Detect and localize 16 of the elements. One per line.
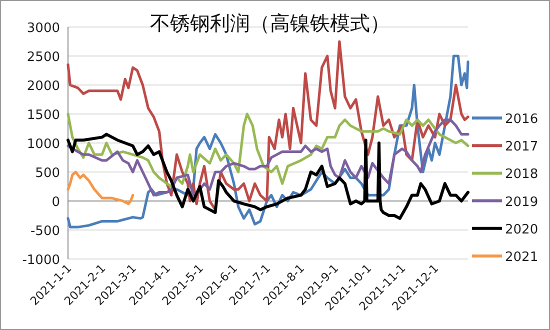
y-tick-label: 0: [52, 195, 60, 210]
y-tick-label: 1000: [26, 137, 60, 152]
y-tick-label: -500: [30, 224, 60, 239]
legend-label: 2018: [505, 167, 538, 182]
legend-label: 2020: [505, 222, 538, 238]
y-tick-label: 3000: [26, 21, 60, 36]
legend-label: 2017: [505, 140, 538, 155]
chart-title: 不锈钢利润（高镍铁模式）: [150, 11, 390, 35]
y-tick-label: -1000: [22, 253, 60, 268]
y-tick-label: 2000: [26, 79, 60, 94]
y-tick-label: 500: [35, 166, 60, 181]
legend-label: 2021: [505, 250, 538, 265]
legend-label: 2019: [505, 194, 538, 210]
y-tick-label: 2500: [26, 50, 60, 65]
y-tick-label: 1500: [26, 108, 60, 123]
legend-label: 2016: [505, 112, 538, 127]
